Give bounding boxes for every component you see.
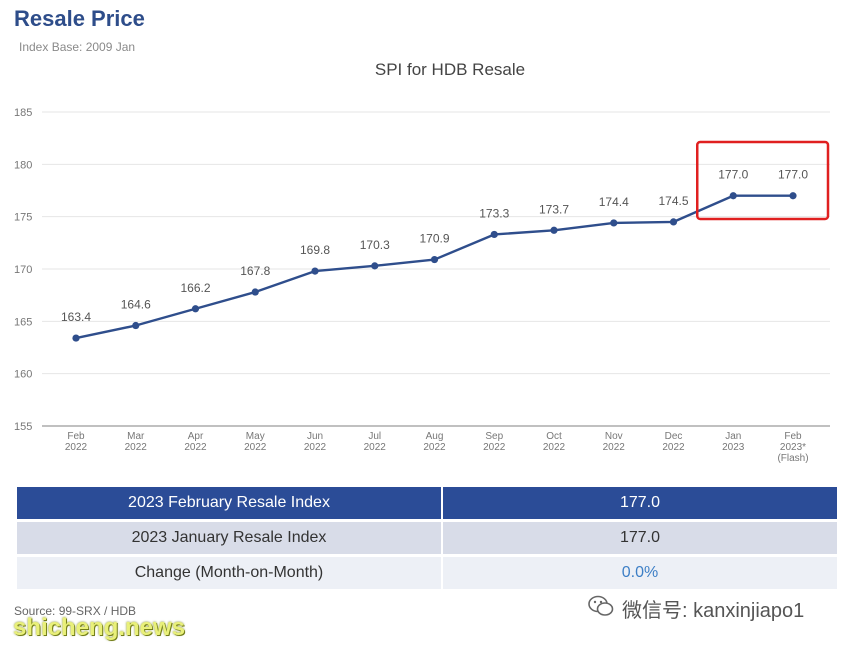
data-label: 170.3 — [360, 238, 390, 252]
summary-value: 177.0 — [443, 487, 837, 519]
x-tick-label: Nov — [605, 431, 623, 442]
highlight-box — [696, 140, 830, 221]
data-point — [550, 226, 558, 234]
data-label: 173.7 — [539, 202, 569, 216]
x-tick-label: 2022 — [304, 442, 327, 453]
summary-value: 0.0% — [443, 557, 837, 589]
line-chart: SPI for HDB Resale 155 160 165 170 175 180 185… — [14, 60, 830, 464]
x-tick-label: Feb — [67, 431, 85, 442]
site-watermark: shicheng.news — [13, 614, 186, 641]
data-point — [311, 267, 319, 275]
summary-row-change: Change (Month-on-Month) 0.0% — [17, 557, 837, 589]
data-point — [789, 192, 797, 200]
x-tick-label: Oct — [546, 431, 562, 442]
data-label: 174.4 — [599, 195, 629, 209]
x-tick-label: May — [246, 431, 265, 442]
data-point — [729, 192, 737, 200]
data-point — [251, 288, 259, 296]
x-tick-label: 2022 — [483, 442, 506, 453]
y-tick-label: 185 — [14, 107, 32, 119]
data-label: 164.6 — [121, 298, 151, 312]
x-tick-label: 2022 — [65, 442, 88, 453]
x-tick-label: (Flash) — [777, 453, 808, 464]
summary-label: 2023 February Resale Index — [17, 487, 441, 519]
x-tick-label: 2023 — [722, 442, 745, 453]
summary-value: 177.0 — [443, 522, 837, 554]
data-label: 167.8 — [240, 264, 270, 278]
data-points — [72, 192, 797, 342]
summary-label: Change (Month-on-Month) — [17, 557, 441, 589]
y-axis-ticks: 155 160 165 170 175 180 185 — [14, 107, 32, 433]
summary-row-january: 2023 January Resale Index 177.0 — [17, 522, 837, 554]
x-tick-label: 2022 — [423, 442, 446, 453]
x-tick-label: 2022 — [543, 442, 566, 453]
y-tick-label: 170 — [14, 264, 32, 276]
page-subtitle: Index Base: 2009 Jan — [19, 40, 136, 54]
data-point — [72, 334, 80, 342]
data-label: 169.8 — [300, 243, 330, 257]
data-point — [430, 255, 439, 264]
x-tick-label: Jul — [368, 431, 381, 442]
data-point — [191, 305, 200, 313]
wechat-id: 微信号: kanxinjiapo1 — [622, 600, 805, 622]
summary-label: 2023 January Resale Index — [17, 522, 441, 554]
data-point — [132, 321, 140, 330]
source-note: Source: 99-SRX / HDB — [14, 604, 137, 618]
summary-table: 2023 February Resale Index 177.0 2023 Ja… — [17, 487, 837, 592]
data-label: 170.9 — [419, 232, 449, 246]
data-point — [490, 230, 498, 239]
x-tick-label: 2022 — [184, 442, 207, 453]
x-tick-label: 2023* — [780, 442, 806, 453]
x-tick-label: Aug — [426, 431, 444, 442]
data-labels: 163.4 164.6 166.2 167.8 169.8 170.3 170.9 173.3… — [61, 168, 808, 324]
y-tick-label: 175 — [14, 212, 32, 224]
y-tick-label: 160 — [14, 369, 32, 381]
data-point — [669, 218, 678, 226]
data-label: 177.0 — [778, 168, 808, 182]
x-tick-label: 2022 — [364, 442, 387, 453]
x-tick-label: 2022 — [662, 442, 685, 453]
wechat-icon — [588, 595, 614, 623]
chart-title: SPI for HDB Resale — [375, 60, 525, 79]
x-tick-label: Apr — [188, 431, 204, 442]
y-tick-label: 180 — [14, 159, 32, 171]
x-tick-label: Jun — [307, 431, 323, 442]
data-point — [610, 219, 618, 227]
summary-row-february: 2023 February Resale Index 177.0 — [17, 487, 837, 519]
y-tick-label: 155 — [14, 421, 32, 433]
x-tick-label: 2022 — [125, 442, 148, 453]
x-tick-label: 2022 — [244, 442, 267, 453]
x-tick-label: Mar — [127, 431, 145, 442]
x-tick-label: Dec — [665, 431, 683, 442]
data-label: 177.0 — [718, 168, 748, 182]
data-point — [371, 262, 379, 270]
data-label: 174.5 — [658, 194, 688, 208]
data-label: 163.4 — [61, 310, 91, 324]
x-tick-label: Sep — [485, 431, 503, 442]
grid-lines — [42, 111, 830, 427]
page-title: Resale Price — [14, 6, 145, 31]
x-tick-label: Feb — [784, 431, 802, 442]
x-tick-label: Jan — [725, 431, 741, 442]
highlight-rect — [696, 140, 830, 221]
x-axis-ticks: Feb2022Mar2022Apr2022May2022Jun2022Jul20… — [65, 431, 809, 464]
data-label: 166.2 — [180, 281, 210, 295]
x-tick-label: 2022 — [603, 442, 626, 453]
data-label: 173.3 — [479, 206, 509, 220]
wechat-watermark: 微信号: kanxinjiapo1 — [588, 594, 804, 623]
y-tick-label: 165 — [14, 316, 32, 328]
